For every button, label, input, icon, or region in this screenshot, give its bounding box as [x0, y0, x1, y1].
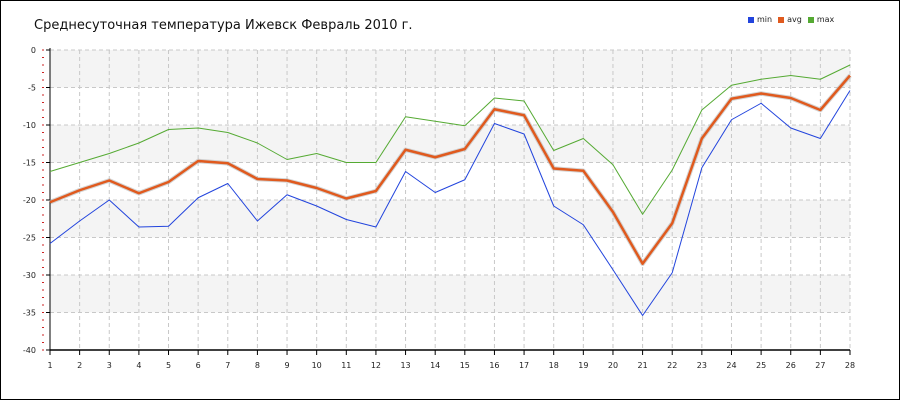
- x-tick-label: 13: [400, 361, 410, 370]
- x-tick-label: 6: [196, 361, 201, 370]
- legend-swatch: [807, 16, 814, 23]
- legend-label: min: [757, 15, 773, 24]
- x-tick-label: 26: [786, 361, 796, 370]
- series-line-avg: [49, 74, 851, 265]
- x-tick-label: 9: [284, 361, 289, 370]
- y-tick-label: -30: [23, 271, 36, 280]
- x-tick-label: 17: [519, 361, 529, 370]
- x-tick-label: 5: [166, 361, 171, 370]
- grid-band: [50, 275, 850, 313]
- x-tick-label: 22: [667, 361, 677, 370]
- y-tick-label: 0: [31, 46, 36, 55]
- y-tick-label: -25: [23, 234, 36, 243]
- legend-item-min: min: [748, 15, 772, 24]
- y-tick-label: -15: [23, 159, 36, 168]
- series-line-max: [49, 64, 851, 215]
- x-tick-label: 1: [47, 361, 52, 370]
- chart-title: Среднесуточная температура Ижевск Феврал…: [34, 18, 413, 33]
- x-tick-label: 20: [608, 361, 618, 370]
- x-tick-label: 15: [460, 361, 470, 370]
- series-line-min: [49, 90, 851, 316]
- grid-band: [50, 125, 850, 163]
- y-tick-label: -5: [28, 84, 36, 93]
- x-tick-label: 8: [255, 361, 260, 370]
- legend-label: max: [816, 15, 835, 24]
- x-tick-label: 27: [815, 361, 825, 370]
- legend-label: avg: [787, 15, 802, 24]
- legend-item-avg: avg: [778, 15, 802, 24]
- grid-band: [50, 50, 850, 88]
- x-tick-label: 25: [756, 361, 766, 370]
- x-tick-label: 10: [312, 361, 322, 370]
- x-tick-label: 28: [845, 361, 855, 370]
- chart-legend: min avg max: [748, 15, 834, 24]
- y-tick-label: -35: [23, 309, 36, 318]
- x-tick-label: 19: [578, 361, 588, 370]
- x-tick-label: 24: [726, 361, 736, 370]
- x-tick-label: 14: [430, 361, 440, 370]
- legend-swatch: [748, 16, 754, 23]
- legend-swatch: [778, 16, 785, 23]
- x-tick-label: 23: [697, 361, 707, 370]
- x-tick-label: 2: [77, 361, 82, 370]
- x-tick-label: 3: [107, 361, 112, 370]
- x-tick-label: 16: [489, 361, 499, 370]
- y-tick-label: -20: [23, 196, 36, 205]
- legend-item-max: max: [807, 15, 835, 24]
- x-tick-label: 11: [341, 361, 351, 370]
- grid-band: [50, 200, 850, 238]
- y-tick-label: -40: [23, 346, 36, 355]
- x-tick-label: 21: [637, 361, 647, 370]
- x-tick-label: 4: [136, 361, 141, 370]
- x-tick-label: 18: [549, 361, 559, 370]
- x-tick-label: 12: [371, 361, 381, 370]
- x-tick-label: 7: [225, 361, 230, 370]
- y-tick-label: -10: [23, 121, 36, 130]
